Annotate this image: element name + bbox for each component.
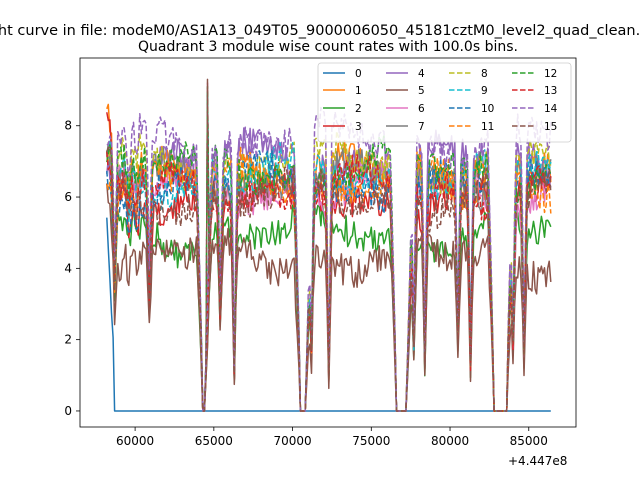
- legend-label: 10: [481, 103, 494, 115]
- legend-label: 3: [355, 121, 362, 133]
- y-tick-label: 2: [64, 333, 72, 347]
- legend-box: [317, 62, 572, 143]
- axes-layer: 60000 65000 70000 75000 80000 85000 0 2 4 6 8: [64, 119, 547, 448]
- figure-title: Light curve in file: modeM0/AS1A13_049T0…: [0, 23, 640, 39]
- legend-label: 11: [481, 121, 494, 133]
- series-line-15: [106, 78, 552, 412]
- legend-label: 8: [481, 68, 488, 80]
- legend-label: 7: [418, 121, 425, 133]
- x-offset-label: +4.447e8: [508, 454, 567, 468]
- x-tick-label: 85000: [510, 434, 548, 448]
- x-tick-label: 65000: [195, 434, 233, 448]
- legend-label: 1: [355, 85, 362, 97]
- series-layer: [106, 78, 552, 412]
- x-tick-label: 60000: [116, 434, 154, 448]
- legend-label: 15: [544, 121, 557, 133]
- legend-label: 0: [355, 68, 362, 80]
- legend-label: 5: [418, 85, 425, 97]
- legend-label: 6: [418, 103, 425, 115]
- chart-subtitle: Quadrant 3 module wise count rates with …: [138, 39, 518, 55]
- x-tick-label: 80000: [431, 434, 469, 448]
- series-line-12: [106, 85, 552, 412]
- series-line-5: [106, 183, 552, 412]
- legend-label: 14: [544, 103, 558, 115]
- series-line-0: [106, 217, 551, 412]
- legend-label: 9: [481, 85, 488, 97]
- y-tick-label: 6: [64, 190, 72, 204]
- x-tick-label: 75000: [352, 434, 390, 448]
- y-tick-label: 4: [64, 261, 72, 275]
- legend-label: 2: [355, 103, 362, 115]
- legend-label: 4: [418, 68, 425, 80]
- x-tick-label: 70000: [273, 434, 311, 448]
- y-tick-label: 0: [64, 404, 72, 418]
- legend-label: 13: [544, 85, 557, 97]
- plot-frame: [79, 57, 577, 428]
- legend-label: 12: [544, 68, 557, 80]
- y-tick-label: 8: [64, 119, 72, 133]
